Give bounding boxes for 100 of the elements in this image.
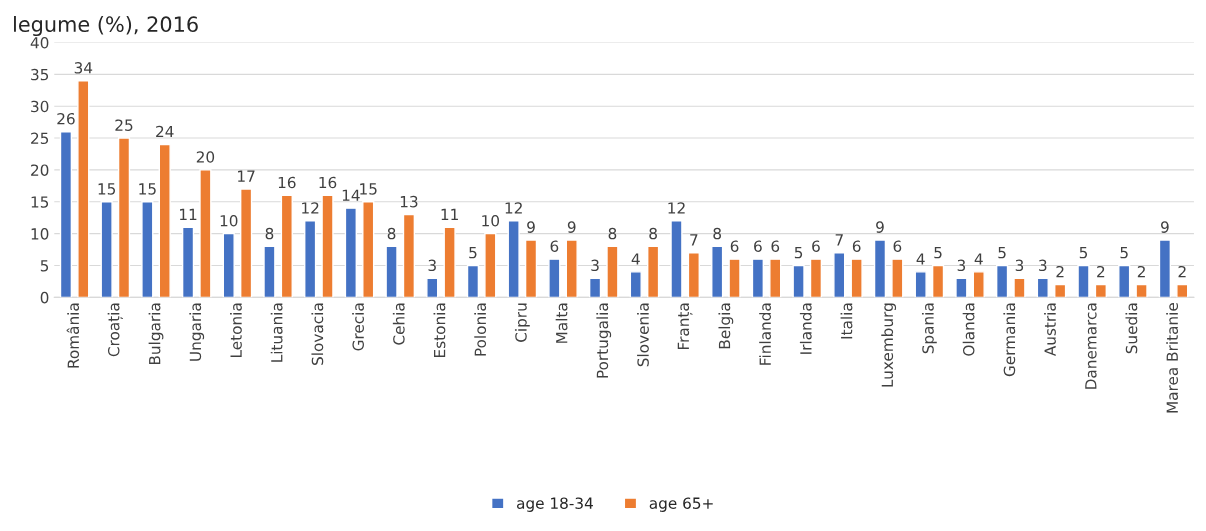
bar bbox=[362, 201, 375, 298]
bar bbox=[1013, 277, 1026, 298]
bar bbox=[304, 220, 317, 298]
data-label: 6 bbox=[771, 240, 780, 252]
bar bbox=[687, 252, 700, 298]
data-label: 11 bbox=[441, 208, 458, 220]
x-tick-label: Marea Britanie bbox=[1166, 303, 1179, 413]
bar bbox=[606, 245, 619, 298]
data-label: 7 bbox=[835, 234, 843, 246]
bar bbox=[1077, 264, 1090, 298]
data-label: 8 bbox=[713, 227, 721, 240]
bar bbox=[955, 277, 968, 298]
bar bbox=[1158, 239, 1172, 298]
bar bbox=[344, 207, 357, 298]
data-label: 5 bbox=[1079, 247, 1088, 259]
bar bbox=[1094, 283, 1107, 298]
data-label: 16 bbox=[319, 176, 337, 189]
x-tick-label: Croația bbox=[107, 303, 123, 357]
data-label: 15 bbox=[360, 183, 377, 195]
data-label: 7 bbox=[690, 234, 698, 246]
bar bbox=[728, 258, 741, 298]
y-tick-label: 0 bbox=[40, 291, 49, 304]
data-label: 2 bbox=[1178, 265, 1186, 278]
bar bbox=[77, 80, 90, 298]
data-label: 2 bbox=[1097, 265, 1105, 278]
x-tick-label: Grecia bbox=[352, 303, 364, 351]
data-label: 15 bbox=[139, 183, 156, 195]
bar bbox=[199, 169, 212, 298]
data-label: 20 bbox=[196, 151, 215, 163]
bar bbox=[100, 201, 113, 298]
x-tick-label: România bbox=[66, 303, 80, 368]
bar bbox=[402, 213, 416, 298]
x-tick-label: Slovenia bbox=[637, 303, 649, 367]
legend-label: age 18-34 bbox=[517, 497, 593, 512]
data-label: 3 bbox=[591, 259, 599, 272]
data-label: 8 bbox=[608, 227, 617, 240]
data-label: 34 bbox=[74, 62, 93, 74]
bar bbox=[321, 194, 334, 298]
data-label: 16 bbox=[278, 176, 296, 189]
data-label: 2 bbox=[1056, 265, 1064, 278]
bar bbox=[1054, 283, 1067, 298]
bar bbox=[426, 277, 439, 298]
bar bbox=[809, 258, 823, 298]
bar bbox=[711, 245, 724, 298]
bar bbox=[385, 245, 398, 298]
data-label: 10 bbox=[220, 214, 238, 227]
x-tick-label: Belgia bbox=[718, 303, 734, 349]
bar bbox=[891, 258, 904, 298]
data-label: 15 bbox=[98, 183, 116, 195]
data-label: 24 bbox=[156, 125, 174, 138]
data-label: 6 bbox=[754, 240, 762, 252]
bar bbox=[239, 188, 253, 298]
x-tick-label: Letonia bbox=[230, 303, 242, 357]
x-tick-label: Portugalia bbox=[596, 303, 612, 378]
data-label: 4 bbox=[974, 253, 983, 265]
data-label: 9 bbox=[527, 221, 535, 233]
data-label: 8 bbox=[387, 227, 396, 240]
data-label: 4 bbox=[916, 253, 925, 265]
data-label: 3 bbox=[1039, 259, 1047, 272]
data-label: 12 bbox=[505, 202, 522, 214]
bar bbox=[647, 245, 660, 298]
data-label: 4 bbox=[631, 253, 640, 265]
data-label: 6 bbox=[550, 240, 559, 252]
bar bbox=[792, 264, 805, 298]
y-tick-label: 25 bbox=[31, 132, 49, 145]
data-label: 13 bbox=[400, 195, 418, 208]
bar bbox=[181, 226, 195, 298]
bar bbox=[141, 201, 154, 298]
data-label: 9 bbox=[1161, 221, 1169, 233]
x-tick-label: Austria bbox=[1044, 303, 1056, 357]
bar bbox=[565, 239, 578, 298]
data-label: 5 bbox=[469, 247, 477, 259]
bar bbox=[1135, 283, 1148, 298]
y-tick-label: 20 bbox=[31, 164, 49, 176]
bar bbox=[914, 271, 927, 298]
bar bbox=[931, 264, 945, 298]
bar bbox=[670, 220, 683, 298]
bar bbox=[588, 277, 602, 298]
bar bbox=[222, 232, 235, 298]
x-tick-label: Suedia bbox=[1125, 303, 1138, 354]
data-label: 5 bbox=[934, 247, 942, 259]
data-label: 5 bbox=[1120, 247, 1128, 259]
data-label: 6 bbox=[730, 240, 739, 252]
data-label: 9 bbox=[567, 221, 576, 233]
bar bbox=[117, 137, 131, 298]
bar bbox=[280, 194, 293, 298]
x-tick-label: Italia bbox=[840, 303, 853, 339]
data-label: 6 bbox=[812, 240, 820, 252]
x-tick-label: Polonia bbox=[474, 303, 487, 356]
bar bbox=[548, 258, 561, 298]
x-tick-label: Malta bbox=[555, 303, 568, 343]
x-tick-label: Lituania bbox=[270, 303, 283, 362]
bar bbox=[1036, 277, 1049, 298]
bar bbox=[1118, 264, 1131, 298]
data-label: 6 bbox=[893, 240, 902, 252]
x-tick-label: Finlanda bbox=[759, 303, 771, 365]
x-tick-label: Spania bbox=[921, 303, 937, 354]
x-tick-label: Franța bbox=[677, 303, 693, 350]
data-label: 12 bbox=[302, 202, 319, 214]
data-label: 10 bbox=[482, 214, 500, 227]
